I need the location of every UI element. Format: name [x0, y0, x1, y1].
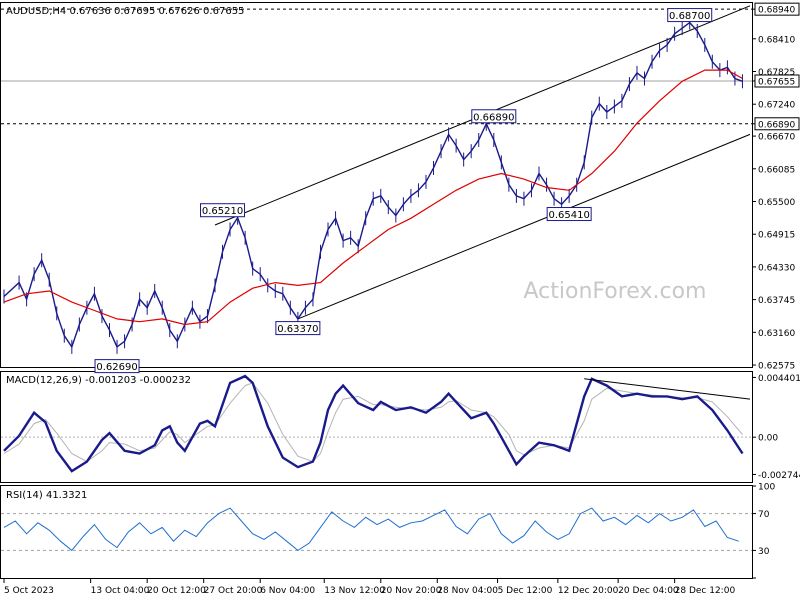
x-tick-label: 6 Nov 04:00: [260, 586, 315, 596]
macd-y-tick-label: 0.004401: [758, 374, 800, 384]
price-level-tag: [754, 2, 800, 16]
price-level-tag: [754, 74, 800, 88]
macd-y-tick-label: -0.002744: [758, 471, 800, 481]
rsi-y-tick-label: 70: [758, 510, 770, 520]
swing-label-box: [667, 8, 713, 23]
x-tick-label: 20 Dec 04:00: [618, 586, 679, 596]
price-series-line: [3, 21, 743, 349]
macd-panel-frame: [0, 371, 753, 483]
price-y-tick-label: 0.62575: [758, 362, 795, 372]
swing-label-box: [471, 109, 517, 124]
swing-label: 0.68700: [669, 11, 710, 22]
swing-label: 0.65410: [548, 210, 589, 221]
swing-label: 0.63370: [277, 324, 318, 335]
price-y-tick-label: 0.66890: [758, 120, 795, 130]
x-tick-label: 5 Oct 2023: [4, 586, 54, 596]
price-y-tick-label: 0.64915: [758, 231, 795, 241]
x-tick-label: 13 Nov 12:00: [324, 586, 385, 596]
price-y-tick-label: 0.64330: [758, 263, 795, 273]
x-tick-label: 28 Nov 04:00: [437, 586, 498, 596]
channel-line-lower: [297, 133, 751, 320]
price-y-tick-label: 0.67655: [758, 78, 795, 88]
macd-trendline: [584, 378, 751, 400]
swing-label: 0.62690: [96, 362, 137, 373]
x-tick-label: 5 Dec 12:00: [498, 586, 553, 596]
price-y-tick-label: 0.63745: [758, 296, 795, 306]
price-level-tag: [754, 117, 800, 131]
rsi-y-tick-label: 100: [758, 483, 775, 493]
swing-label: 0.66890: [473, 112, 514, 123]
price-y-tick-label: 0.66670: [758, 133, 795, 143]
rsi-panel-frame: [0, 485, 753, 579]
swing-label-box: [94, 359, 140, 374]
price-y-tick-label: 0.67240: [758, 101, 795, 111]
price-y-tick-label: 0.63160: [758, 329, 795, 339]
swing-label-box: [200, 203, 246, 218]
price-y-tick-label: 0.68410: [758, 35, 795, 45]
swing-label-box: [275, 321, 321, 336]
price-y-tick-label: 0.65500: [758, 198, 795, 208]
x-tick-label: 28 Dec 12:00: [675, 586, 736, 596]
rsi-line: [3, 507, 739, 552]
x-tick-label: 27 Oct 20:00: [204, 586, 263, 596]
price-y-tick-label: 0.66085: [758, 165, 795, 175]
price-y-tick-label: 0.67825: [758, 68, 795, 78]
price-panel-frame: [0, 2, 753, 368]
x-tick-label: 12 Dec 20:00: [558, 586, 619, 596]
x-tick-label: 20 Nov 20:00: [381, 586, 442, 596]
x-tick-label: 13 Oct 04:00: [91, 586, 150, 596]
moving-average-line: [3, 69, 743, 326]
macd-signal-line: [3, 382, 743, 463]
price-panel-title: AUDUSD,H4 0.67636 0.67695 0.67626 0.6765…: [6, 6, 244, 17]
macd-line: [3, 374, 744, 473]
x-tick-label: 20 Oct 12:00: [147, 586, 206, 596]
macd-panel-title: MACD(12,26,9) -0.001203 -0.000232: [6, 375, 191, 386]
swing-label-box: [546, 207, 592, 222]
price-y-tick-label: 0.68940: [758, 6, 795, 16]
macd-y-tick-label: 0.00: [758, 434, 778, 444]
rsi-panel-title: RSI(14) 41.3321: [6, 490, 87, 501]
swing-label: 0.65210: [202, 206, 243, 217]
watermark: ActionForex.com: [524, 279, 707, 304]
rsi-y-tick-label: 30: [758, 547, 770, 557]
